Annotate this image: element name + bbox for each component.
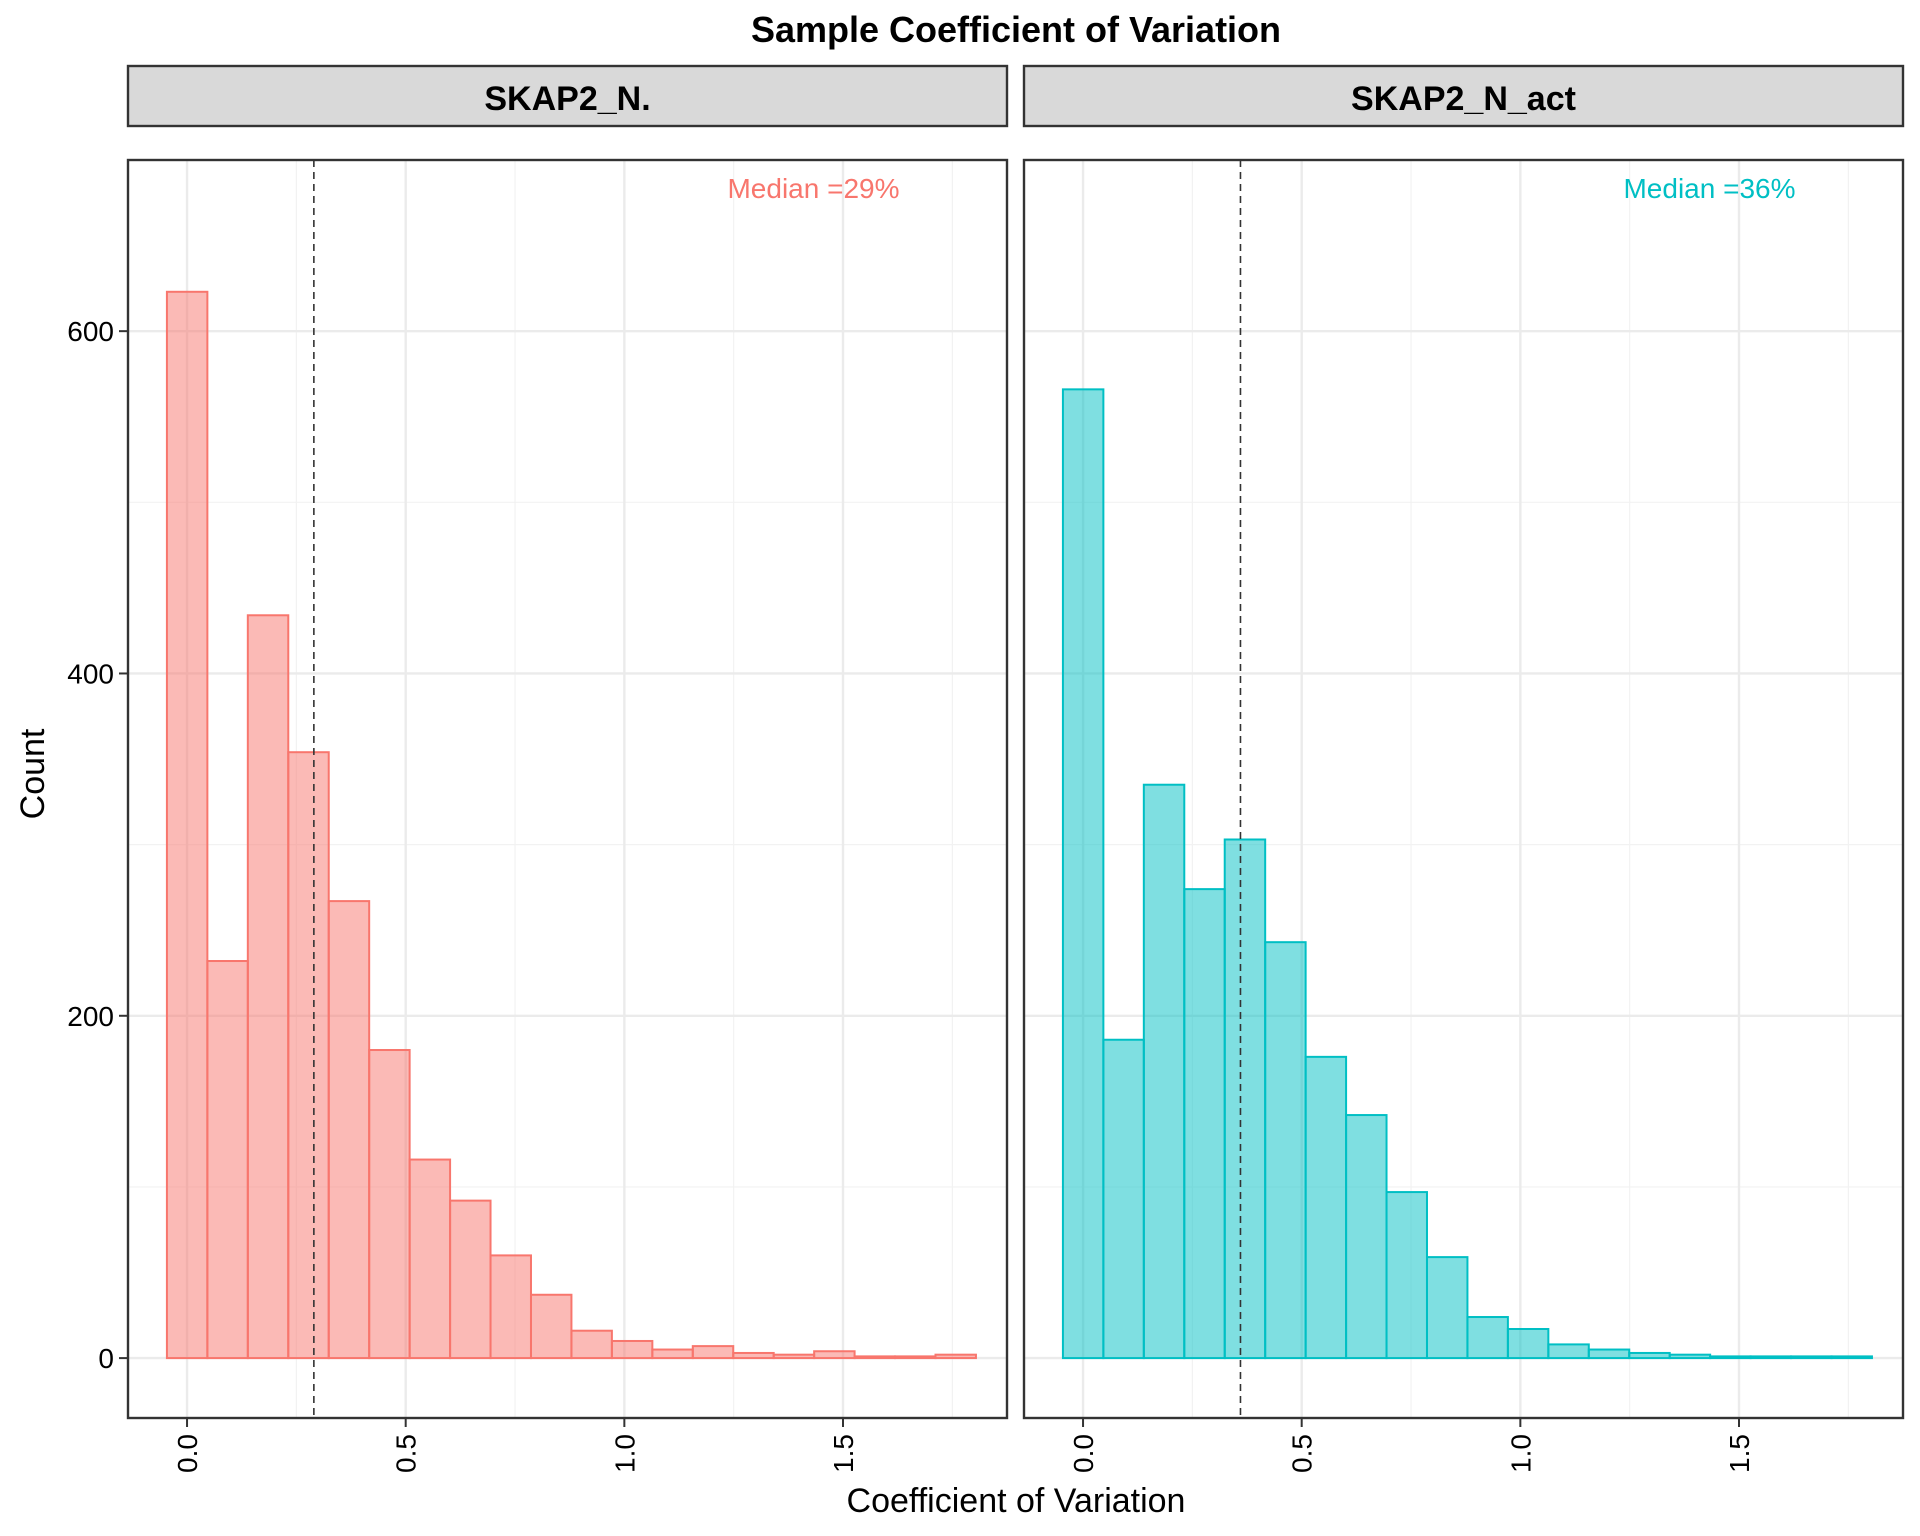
y-tick-label: 0: [98, 1343, 114, 1374]
panel-skap2-n-act: Median =36% SKAP2_N_act 0.0 0.5 1.0 1.5: [1022, 64, 1905, 1473]
histogram-bar: [1830, 1355, 1873, 1360]
histogram-bar: [1628, 1351, 1671, 1360]
x-tick-label: 0.5: [1287, 1434, 1318, 1473]
panel-border: [126, 158, 1009, 1420]
facet-strip: [126, 64, 1009, 128]
histogram-bar: [732, 1351, 775, 1360]
y-axis-label: Count: [14, 728, 52, 819]
histogram-bar: [610, 1339, 654, 1360]
histogram-bar: [772, 1353, 816, 1360]
histogram-bar: [934, 1353, 977, 1360]
histogram-bar: [1587, 1348, 1631, 1360]
histogram-bar: [1749, 1355, 1793, 1360]
panel-skap2-n: Median =29% SKAP2_N. 0.0 0.5 1.0 1.5: [126, 64, 1009, 1473]
histogram-bar: [206, 960, 249, 1360]
histogram-bar: [408, 1158, 452, 1360]
histogram-bar: [1547, 1343, 1590, 1360]
histogram-bar: [1304, 1055, 1348, 1360]
histogram-bar: [813, 1350, 856, 1360]
y-tick-label: 200: [67, 1001, 114, 1032]
histogram-bar: [1790, 1355, 1833, 1360]
histogram-bar: [1345, 1114, 1388, 1360]
x-tick-label: 1.5: [828, 1434, 859, 1473]
histogram-bar: [853, 1355, 897, 1360]
histogram-bar: [1183, 888, 1226, 1360]
histogram-bar: [691, 1345, 735, 1360]
histogram-bar: [449, 1199, 492, 1360]
y-axis: 0 200 400 600: [67, 316, 128, 1374]
histogram-bar: [1264, 941, 1307, 1360]
x-tick-label: 0.5: [391, 1434, 422, 1473]
histogram-bar: [1142, 783, 1186, 1360]
histogram-bar: [1102, 1038, 1145, 1360]
histogram-bar: [1223, 838, 1267, 1360]
histogram-bar: [165, 290, 209, 1360]
x-tick-label: 1.0: [609, 1434, 640, 1473]
chart-title: Sample Coefficient of Variation: [751, 9, 1281, 50]
facet-strip-label: SKAP2_N.: [484, 80, 650, 118]
facet-strip-label: SKAP2_N_act: [1351, 80, 1576, 118]
histogram-bar: [1709, 1355, 1752, 1360]
y-tick-label: 400: [67, 658, 114, 689]
histogram-bar: [368, 1049, 411, 1360]
histogram-bar: [1425, 1256, 1469, 1360]
x-tick-label: 1.0: [1505, 1434, 1536, 1473]
histogram-bar: [570, 1329, 613, 1360]
x-tick-label: 0.0: [1068, 1434, 1099, 1473]
median-label: Median =36%: [1623, 173, 1795, 204]
histogram-bar: [1466, 1316, 1509, 1360]
histogram-bar: [1385, 1191, 1428, 1360]
facet-strip: [1022, 64, 1905, 128]
median-label: Median =29%: [727, 173, 899, 204]
histogram-bar: [1061, 388, 1105, 1360]
histogram-bar: [651, 1348, 694, 1360]
histogram-bar: [246, 614, 290, 1360]
histogram-bar: [327, 900, 371, 1360]
histogram-bar: [287, 751, 330, 1360]
histogram-bar: [489, 1254, 532, 1360]
panel-border: [1022, 158, 1905, 1420]
x-axis-label: Coefficient of Variation: [847, 1482, 1186, 1520]
x-tick-label: 0.0: [172, 1434, 203, 1473]
y-tick-label: 600: [67, 316, 114, 347]
histogram-bar: [894, 1355, 937, 1360]
histogram-bar: [529, 1293, 573, 1360]
histogram-bar: [1506, 1327, 1550, 1360]
x-tick-label: 1.5: [1724, 1434, 1755, 1473]
histogram-bar: [1668, 1353, 1712, 1360]
